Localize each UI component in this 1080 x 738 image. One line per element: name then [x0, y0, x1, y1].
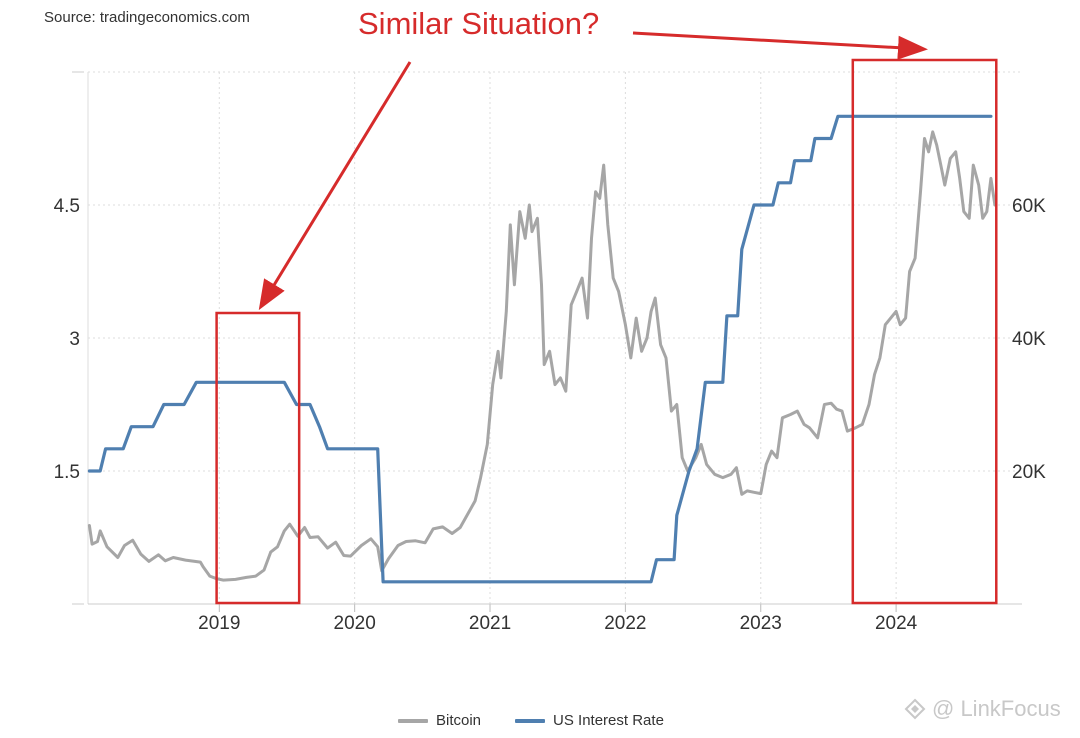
legend-item-rate[interactable]: US Interest Rate [515, 712, 664, 729]
gridlines [88, 71, 1022, 604]
legend-item-bitcoin[interactable]: Bitcoin [398, 712, 481, 729]
legend[interactable]: Bitcoin US Interest Rate [398, 712, 698, 729]
x-tick-label: 2021 [469, 613, 511, 634]
annotation-text: Similar Situation? [358, 6, 600, 41]
arrow-to-2024-box [632, 31, 928, 60]
highlight-boxes [215, 58, 998, 605]
y-right-tick-label: 20K [1012, 462, 1046, 483]
legend-swatch-bitcoin [398, 718, 428, 723]
y-right-tick-label: 60K [1012, 196, 1046, 217]
y-right-tick-label: 40K [1012, 329, 1046, 350]
x-tick-label: 2023 [740, 613, 782, 634]
axis-lines [72, 71, 1022, 612]
legend-label-rate: US Interest Rate [553, 712, 664, 729]
highlight-box-2024 [851, 58, 998, 605]
watermark: @ LinkFocus [904, 696, 1061, 722]
y-left-tick-label: 3 [69, 329, 80, 350]
series-bitcoin-line [87, 130, 997, 582]
legend-label-bitcoin: Bitcoin [436, 712, 482, 729]
tick-labels: 1.5 3 4.5 20K 40K 60K 2019 2020 2021 2022 2023 2024 [54, 196, 1047, 634]
watermark-text: @ LinkFocus [932, 696, 1061, 721]
legend-swatch-rate [515, 718, 546, 723]
annotation-arrows [258, 31, 928, 311]
arrow-to-2019-box [258, 61, 412, 311]
series-interest-rate-line [87, 114, 993, 584]
x-tick-label: 2020 [334, 613, 376, 634]
highlight-box-2019 [215, 311, 301, 605]
y-left-tick-label: 1.5 [54, 462, 80, 483]
x-tick-label: 2022 [604, 613, 646, 634]
series [87, 114, 997, 584]
y-left-tick-label: 4.5 [54, 196, 80, 217]
x-tick-label: 2019 [198, 613, 240, 634]
diamond-logo-icon [904, 698, 926, 720]
source-label: Source: tradingeconomics.com [44, 9, 250, 26]
x-tick-label: 2024 [875, 613, 918, 634]
